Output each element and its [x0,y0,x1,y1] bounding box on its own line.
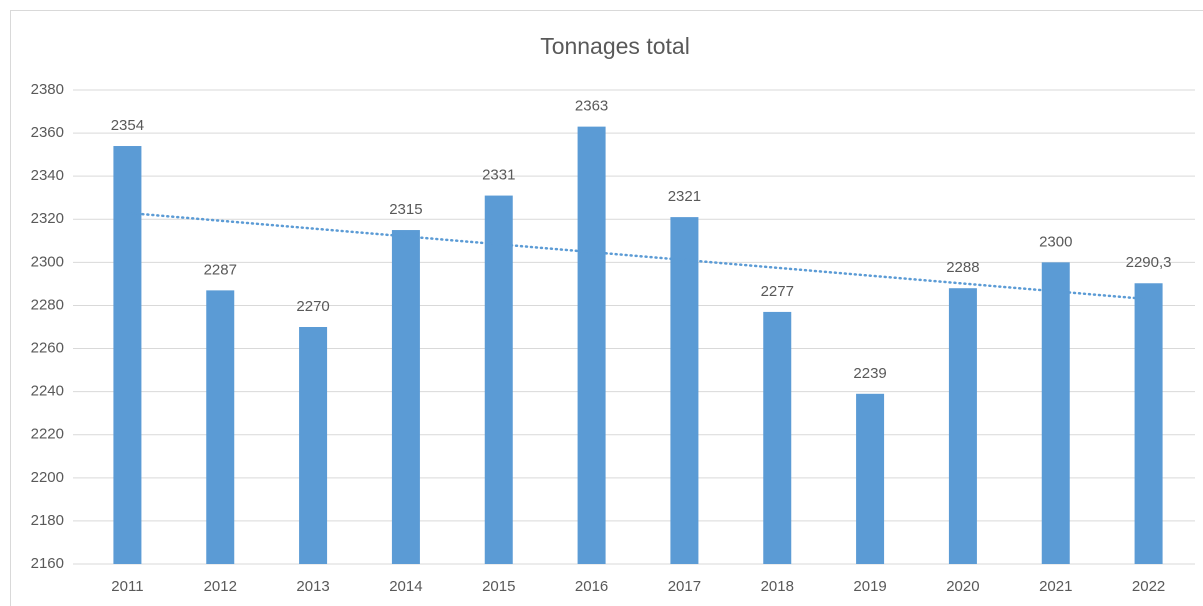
x-tick-label: 2022 [1132,578,1165,595]
x-tick-label: 2021 [1039,578,1072,595]
data-label: 2270 [296,298,329,315]
bar [113,146,142,564]
x-tick-label: 2016 [575,578,608,595]
data-label: 2239 [853,365,886,382]
bar [206,290,235,564]
data-label: 2287 [204,261,237,278]
x-tick-label: 2011 [111,578,143,595]
x-tick-label: 2014 [389,578,422,595]
data-label: 2363 [575,98,608,115]
bar [484,195,513,564]
bar [577,126,606,565]
data-label: 2290,3 [1126,254,1172,271]
y-tick-label: 2200 [31,469,64,486]
data-label: 2277 [761,283,794,300]
y-tick-label: 2300 [31,253,64,270]
chart-title: Tonnages total [540,33,690,59]
y-tick-label: 2280 [31,296,64,313]
y-tick-label: 2220 [31,426,64,443]
bar [763,311,792,564]
x-tick-label: 2013 [296,578,329,595]
y-tick-label: 2160 [31,555,64,572]
x-tick-label: 2019 [853,578,886,595]
y-tick-label: 2380 [31,81,64,98]
x-tick-label: 2020 [946,578,979,595]
x-tick-label: 2017 [668,578,701,595]
data-label: 2331 [482,167,515,184]
data-label: 2315 [389,201,422,218]
bar [1134,283,1163,564]
y-tick-label: 2240 [31,383,64,400]
bar [391,230,420,564]
bar [856,393,885,564]
y-tick-label: 2320 [31,210,64,227]
data-label: 2321 [668,188,701,205]
y-tick-label: 2260 [31,340,64,357]
trendline [126,211,1150,301]
bar [1041,262,1070,564]
bar [670,217,699,565]
x-tick-label: 2012 [204,578,237,595]
bar [299,327,328,564]
bar [948,288,977,564]
data-label: 2288 [946,259,979,276]
x-tick-label: 2018 [761,578,794,595]
y-tick-label: 2340 [31,167,64,184]
x-tick-label: 2015 [482,578,515,595]
y-tick-label: 2180 [31,512,64,529]
y-tick-label: 2360 [31,124,64,141]
data-label: 2354 [111,117,144,134]
data-label: 2300 [1039,233,1072,250]
